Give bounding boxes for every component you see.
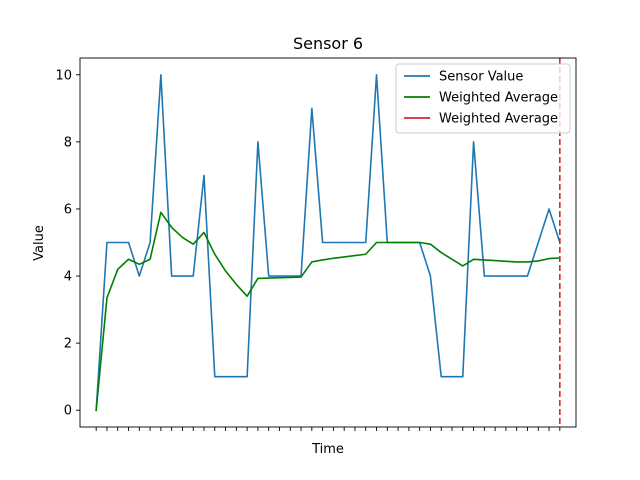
legend-label-1: Weighted Average bbox=[439, 91, 558, 106]
chart-title: Sensor 6 bbox=[293, 34, 363, 53]
legend: Sensor Value Weighted Average Weighted Ave… bbox=[395, 63, 571, 134]
x-axis-label: Time bbox=[311, 442, 344, 457]
series-line-0 bbox=[95, 73, 561, 412]
y-tick-label: 10 bbox=[55, 68, 72, 83]
y-tick-label: 0 bbox=[64, 404, 72, 419]
axes-frame bbox=[79, 57, 577, 428]
y-tick-label: 2 bbox=[64, 337, 72, 352]
plot-area bbox=[95, 58, 561, 427]
series-line-1 bbox=[95, 211, 561, 412]
y-tick-label: 4 bbox=[64, 270, 72, 285]
y-tick-label: 8 bbox=[64, 135, 72, 150]
legend-label-2: Weighted Average bbox=[439, 112, 558, 127]
legend-label-0: Sensor Value bbox=[439, 70, 523, 85]
legend-box bbox=[395, 63, 571, 134]
axes: 0 2 4 6 8 10 bbox=[55, 57, 577, 431]
y-axis-label: Value bbox=[32, 225, 47, 261]
y-tick-label: 6 bbox=[64, 202, 72, 217]
